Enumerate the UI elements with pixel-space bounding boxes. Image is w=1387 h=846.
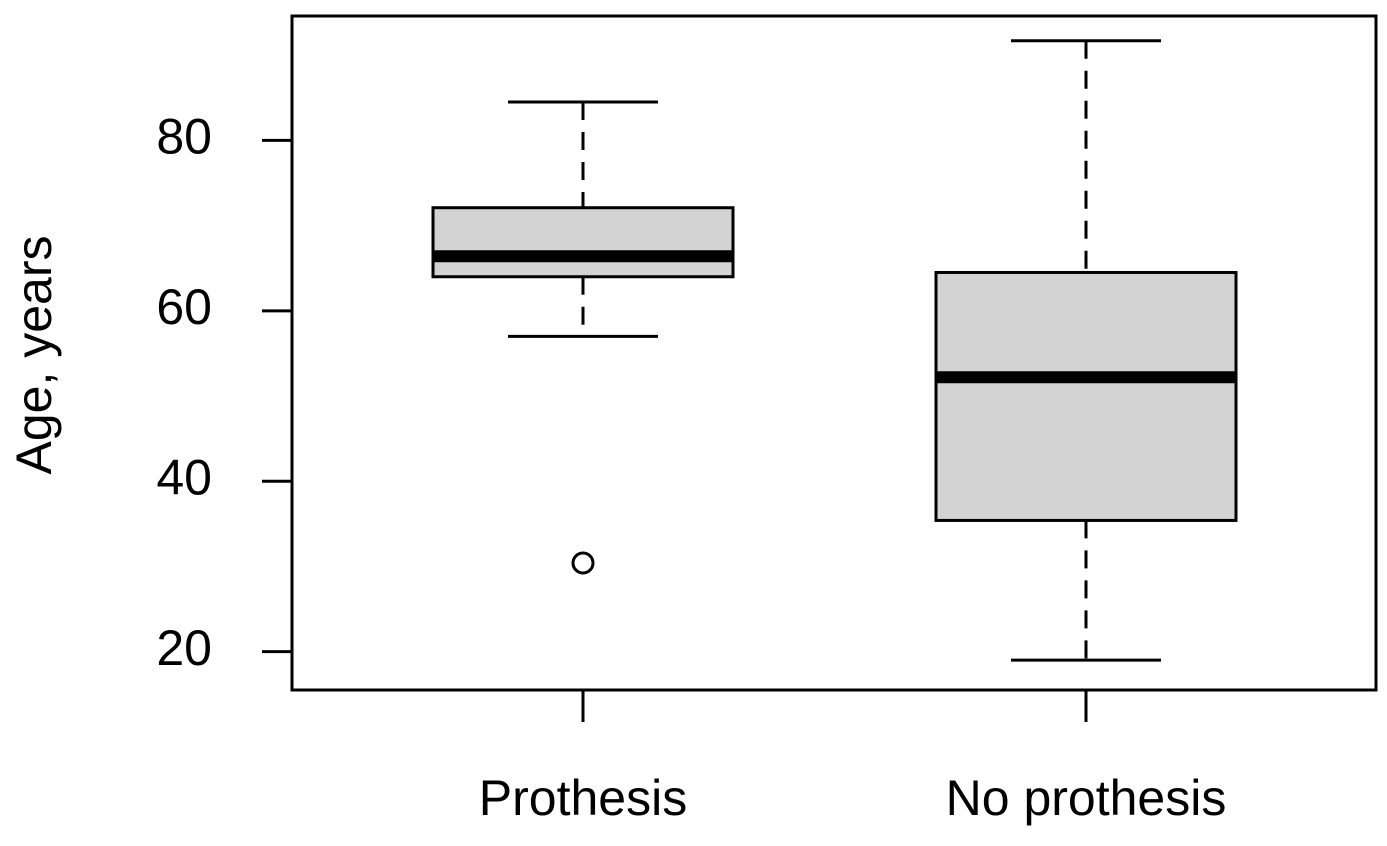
x-tick-label: Prothesis [479,770,687,826]
y-tick-label: 60 [156,279,212,335]
outlier [571,551,595,575]
y-tick-label: 80 [156,109,212,165]
y-tick-label: 40 [156,449,212,505]
box [431,206,735,279]
x-tick-label: No prothesis [946,770,1227,826]
y-tick-label: 20 [156,620,212,676]
box [934,270,1238,522]
plot-frame [290,14,1378,692]
y-axis-label: Age, years [6,235,62,474]
